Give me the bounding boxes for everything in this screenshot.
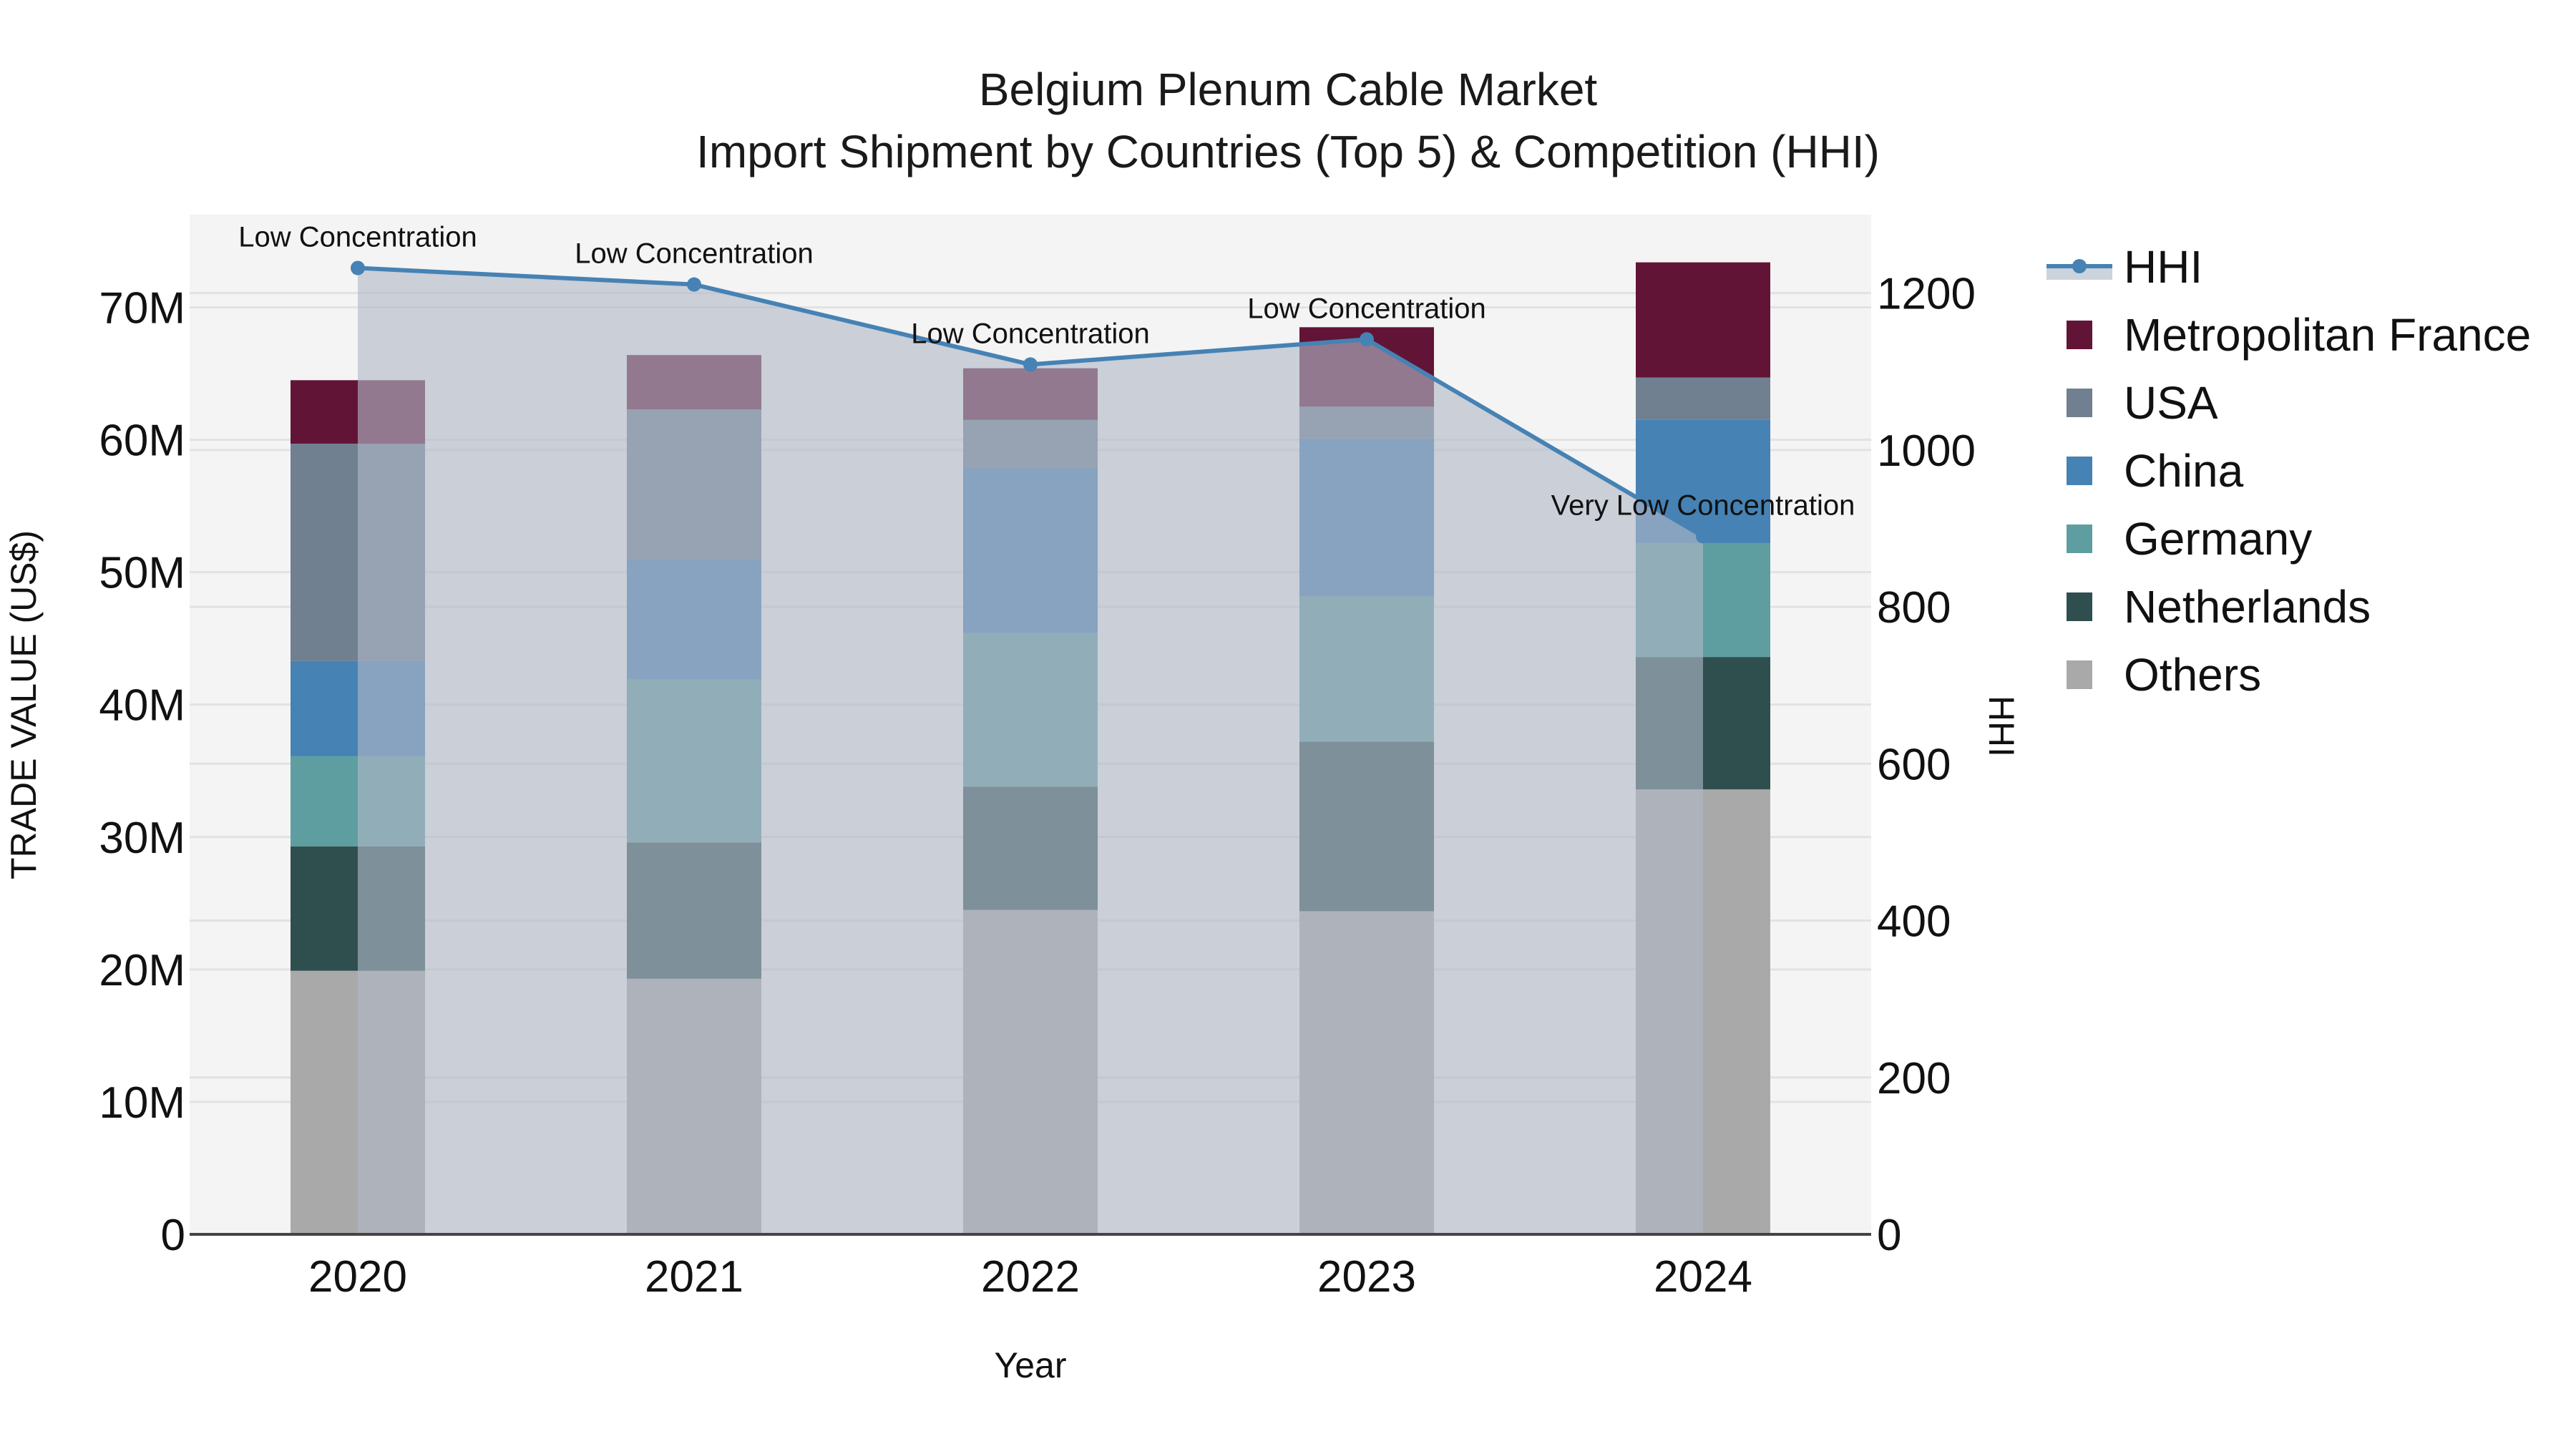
y-left-tick: 0 [161, 1211, 185, 1260]
y-left-tick: 40M [99, 681, 185, 731]
hhi-annotation: Very Low Concentration [1551, 489, 1855, 521]
y-right-tick: 200 [1877, 1054, 1951, 1103]
x-tick: 2020 [308, 1252, 407, 1302]
hhi-area [358, 268, 1703, 1234]
y-left-tick: 70M [99, 284, 185, 333]
y-right-tick: 0 [1877, 1211, 1901, 1260]
hhi-marker [1023, 357, 1038, 372]
x-axis-title: Year [994, 1345, 1066, 1385]
legend-item-germany[interactable]: Germany [2046, 504, 2531, 572]
legend-label: Netherlands [2124, 580, 2371, 633]
y-right-tick: 800 [1877, 583, 1951, 633]
hhi-annotation: Low Concentration [911, 318, 1150, 349]
x-tick: 2021 [645, 1252, 743, 1302]
hhi-marker [351, 260, 365, 275]
hhi-marker [687, 277, 701, 292]
square-legend-icon [2067, 660, 2092, 689]
bar-segment-metropolitan-france-2024 [1636, 262, 1770, 378]
y-left-tick: 20M [99, 946, 185, 995]
y-right-tick: 400 [1877, 897, 1951, 947]
chart-title-line1: Belgium Plenum Cable Market [978, 64, 1598, 115]
bar-segment-usa-2024 [1636, 377, 1770, 420]
legend-item-usa[interactable]: USA [2046, 369, 2531, 436]
legend-label: China [2124, 444, 2244, 497]
y-right-tick: 600 [1877, 740, 1951, 789]
legend-item-others[interactable]: Others [2046, 640, 2531, 708]
y-left-tick: 60M [99, 416, 185, 466]
legend-label: USA [2124, 376, 2218, 429]
square-legend-icon [2067, 320, 2092, 349]
legend-item-metropolitan-france[interactable]: Metropolitan France [2046, 301, 2531, 369]
square-legend-icon [2067, 456, 2092, 485]
y-left-tick: 50M [99, 549, 185, 598]
hhi-marker [1696, 529, 1710, 544]
legend-label: HHI [2124, 240, 2203, 293]
legend-label: Germany [2124, 512, 2313, 565]
chart-title-line2: Import Shipment by Countries (Top 5) & C… [696, 126, 1880, 177]
square-legend-icon [2067, 388, 2092, 417]
hhi-annotation: Low Concentration [1247, 293, 1486, 324]
y-right-axis-title: HHI [1981, 696, 2021, 757]
legend-item-netherlands[interactable]: Netherlands [2046, 572, 2531, 640]
y-left-tick: 10M [99, 1078, 185, 1128]
x-tick: 2022 [981, 1252, 1080, 1302]
legend-item-china[interactable]: China [2046, 436, 2531, 504]
hhi-marker [1360, 332, 1374, 347]
x-tick: 2024 [1654, 1252, 1752, 1302]
y-right-tick: 1000 [1877, 426, 1976, 476]
legend-label: Others [2124, 648, 2262, 701]
x-tick: 2023 [1317, 1252, 1416, 1302]
y-left-axis-title: TRADE VALUE (US$) [4, 530, 44, 879]
legend-label: Metropolitan France [2124, 308, 2532, 361]
y-left-tick: 30M [99, 814, 185, 863]
hhi-annotation: Low Concentration [238, 222, 477, 253]
hhi-annotation: Low Concentration [575, 238, 814, 270]
y-right-tick: 1200 [1877, 270, 1976, 319]
legend: HHI Metropolitan France USA China Germany Net… [2046, 233, 2531, 708]
legend-item-hhi[interactable]: HHI [2046, 233, 2531, 301]
square-legend-icon [2067, 592, 2092, 621]
square-legend-icon [2067, 524, 2092, 553]
line-legend-icon [2046, 253, 2112, 281]
